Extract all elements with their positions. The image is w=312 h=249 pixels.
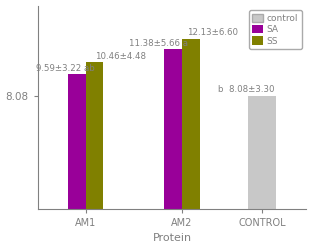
Text: 9.59±3.22 ab: 9.59±3.22 ab bbox=[37, 64, 95, 73]
Legend: control, SA, SS: control, SA, SS bbox=[249, 10, 302, 49]
Text: 12.13±6.60: 12.13±6.60 bbox=[188, 28, 238, 37]
Bar bbox=[68, 74, 86, 209]
Text: 11.38±5.66 a: 11.38±5.66 a bbox=[129, 39, 188, 48]
Bar bbox=[86, 62, 104, 209]
Text: b  8.08±3.30: b 8.08±3.30 bbox=[218, 85, 275, 94]
Bar bbox=[248, 96, 276, 209]
Bar bbox=[164, 49, 182, 209]
Bar bbox=[182, 39, 200, 209]
X-axis label: Protein: Protein bbox=[153, 234, 192, 244]
Text: 10.46±4.48: 10.46±4.48 bbox=[95, 52, 146, 61]
